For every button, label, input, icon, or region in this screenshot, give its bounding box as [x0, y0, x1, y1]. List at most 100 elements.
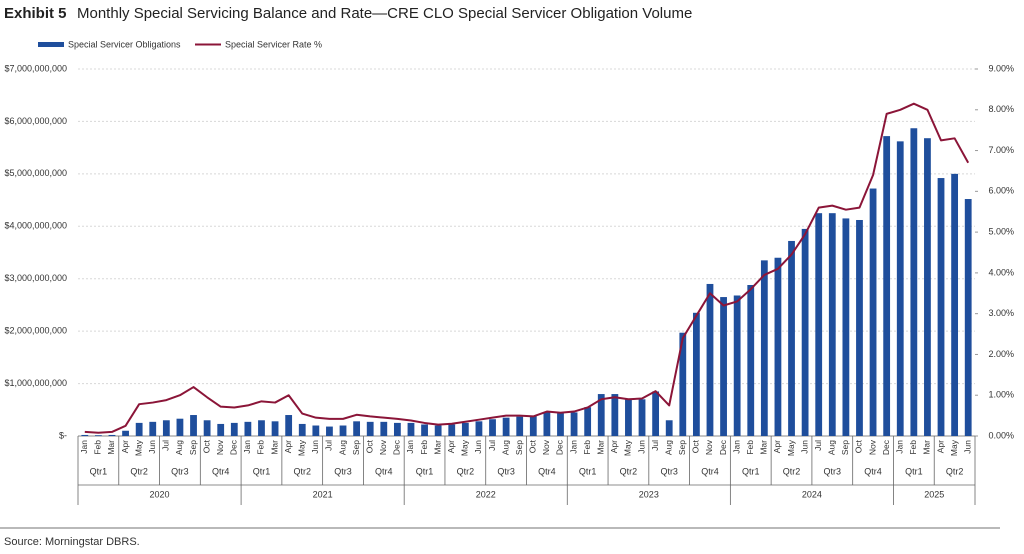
month-label: Jun: [473, 440, 483, 454]
bar: [162, 420, 170, 436]
quarter-label: Qtr4: [701, 466, 719, 476]
month-label: Feb: [908, 440, 918, 455]
bar: [81, 434, 89, 436]
month-label: Dec: [392, 439, 402, 455]
bar: [584, 407, 592, 436]
month-label: Nov: [541, 439, 551, 455]
bar: [190, 415, 197, 436]
bar: [910, 128, 918, 436]
bar: [801, 228, 809, 436]
y2-tick-label: 3.00%: [988, 308, 1014, 318]
month-label: Mar: [922, 440, 932, 455]
month-label: Jun: [310, 440, 320, 454]
month-label: May: [623, 439, 633, 456]
quarter-label: Qtr2: [457, 466, 475, 476]
month-label: Jul: [487, 440, 497, 451]
month-label: Aug: [663, 440, 673, 455]
quarter-label: Qtr4: [375, 466, 393, 476]
month-label: Nov: [215, 439, 225, 455]
month-label: May: [786, 439, 796, 456]
month-label: Jun: [962, 440, 972, 454]
month-label: Jun: [636, 440, 646, 454]
bar: [502, 417, 510, 436]
y2-tick-label: 9.00%: [988, 63, 1014, 73]
month-label: Apr: [446, 440, 456, 453]
month-label: Oct: [528, 439, 538, 453]
month-label: Feb: [745, 440, 755, 455]
bar: [461, 422, 469, 436]
bar: [149, 421, 157, 436]
bar: [271, 421, 279, 436]
y2-tick-label: 8.00%: [988, 104, 1014, 114]
bar: [937, 178, 945, 436]
month-label: Jul: [650, 440, 660, 451]
quarter-label: Qtr2: [946, 466, 964, 476]
bar: [733, 295, 741, 436]
y2-tick-label: 5.00%: [988, 226, 1014, 236]
month-label: Jan: [242, 440, 252, 454]
bar: [285, 415, 293, 436]
month-label: Oct: [691, 439, 701, 453]
y2-tick-label: 2.00%: [988, 349, 1014, 359]
month-label: Mar: [432, 440, 442, 455]
month-label: Aug: [827, 440, 837, 455]
bar: [176, 418, 184, 436]
year-label: 2022: [476, 489, 496, 499]
bar: [747, 285, 755, 436]
bar: [217, 423, 225, 436]
legend-label: Special Servicer Obligations: [68, 39, 181, 49]
month-label: Jul: [813, 440, 823, 451]
month-label: May: [297, 439, 307, 456]
bar: [448, 424, 456, 436]
quarter-label: Qtr4: [538, 466, 556, 476]
quarter-label: Qtr2: [783, 466, 801, 476]
bar: [94, 435, 102, 436]
quarter-label: Qtr2: [130, 466, 148, 476]
bar: [856, 219, 863, 436]
bar: [557, 413, 564, 436]
quarter-label: Qtr3: [497, 466, 515, 476]
y-tick-label: $4,000,000,000: [4, 221, 67, 231]
bar: [570, 412, 578, 436]
month-label: May: [133, 439, 143, 456]
bar: [203, 420, 211, 436]
y-tick-label: $-: [59, 430, 67, 440]
bar: [516, 416, 524, 436]
quarter-label: Qtr1: [416, 466, 434, 476]
legend-label: Special Servicer Rate %: [225, 39, 322, 49]
y-tick-label: $1,000,000,000: [4, 378, 67, 388]
month-label: Sep: [677, 440, 687, 455]
y-tick-label: $3,000,000,000: [4, 273, 67, 283]
bar: [393, 422, 401, 436]
bar: [312, 425, 320, 436]
quarter-label: Qtr1: [905, 466, 923, 476]
bar: [326, 426, 333, 436]
year-label: 2020: [150, 489, 170, 499]
bar: [475, 421, 483, 436]
bar: [679, 332, 687, 436]
month-label: Jan: [79, 440, 89, 454]
month-label: Jan: [568, 440, 578, 454]
month-label: Apr: [120, 440, 130, 453]
bar: [611, 394, 619, 436]
month-label: Feb: [256, 440, 266, 455]
legend-swatch: [38, 42, 64, 47]
quarter-label: Qtr3: [660, 466, 678, 476]
month-label: Jun: [147, 440, 157, 454]
month-label: Dec: [555, 439, 565, 455]
rate-line: [84, 102, 970, 434]
month-label: Mar: [596, 440, 606, 455]
y-tick-label: $7,000,000,000: [4, 63, 67, 73]
bar: [706, 283, 714, 436]
y2-tick-label: 6.00%: [988, 186, 1014, 196]
bar: [815, 213, 823, 436]
month-label: May: [949, 439, 959, 456]
bar: [122, 430, 129, 436]
year-label: 2024: [802, 489, 822, 499]
month-label: Oct: [201, 439, 211, 453]
month-label: Dec: [718, 439, 728, 455]
month-label: Mar: [106, 440, 116, 455]
bar: [951, 173, 959, 436]
month-label: Dec: [229, 439, 239, 455]
month-label: Jan: [895, 440, 905, 454]
